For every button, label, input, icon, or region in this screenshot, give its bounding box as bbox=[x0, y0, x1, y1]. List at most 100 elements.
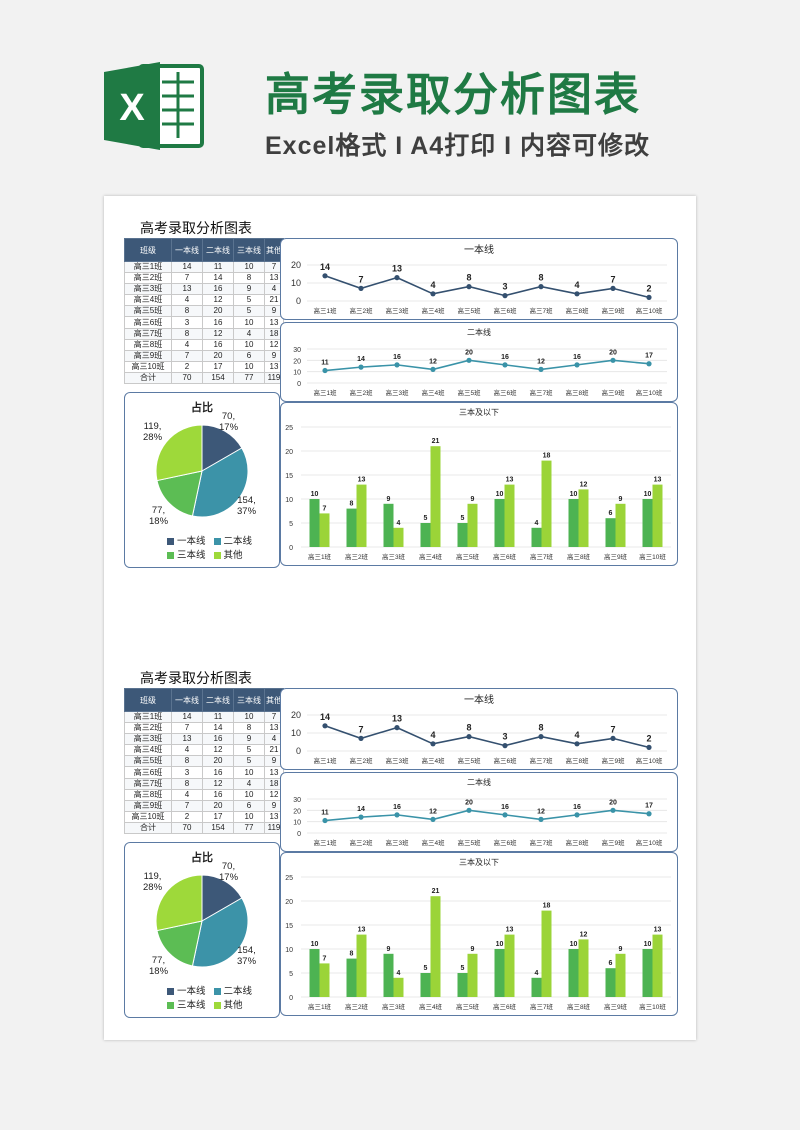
data-label: 3 bbox=[502, 282, 507, 292]
x-tick-label: 高三4班 bbox=[419, 1002, 443, 1011]
table-cell: 11 bbox=[202, 710, 234, 724]
table-cell: 高三1班 bbox=[124, 710, 172, 724]
data-label: 16 bbox=[501, 354, 509, 361]
data-point bbox=[610, 285, 616, 291]
bar bbox=[504, 484, 515, 547]
y-tick-label: 0 bbox=[289, 995, 293, 1002]
x-tick-label: 高三5班 bbox=[457, 388, 481, 397]
line-chart-tier1-panel: 一本线 0 10 20 14 高三1班 7 高三2班 13 高三3班 4 高三4班 8 高三5班 3 高三6班… bbox=[280, 688, 678, 770]
table-cell: 高三4班 bbox=[124, 294, 172, 307]
legend-item-tier1: 一本线 bbox=[167, 983, 206, 997]
x-tick-label: 高三8班 bbox=[567, 1002, 591, 1011]
bar bbox=[578, 489, 589, 547]
bar bbox=[615, 953, 626, 997]
x-tick-label: 高三6班 bbox=[493, 306, 517, 315]
bar-value-label: 9 bbox=[619, 496, 623, 503]
y-tick-label: 10 bbox=[285, 947, 293, 954]
bar-value-label: 21 bbox=[432, 888, 440, 895]
table-row: 高三6班 3 16 10 13 bbox=[124, 766, 284, 779]
data-label: 14 bbox=[320, 262, 330, 272]
data-point bbox=[358, 364, 364, 370]
table-cell: 16 bbox=[202, 316, 234, 329]
bar-value-label: 18 bbox=[543, 453, 551, 460]
x-tick-label: 高三9班 bbox=[601, 838, 625, 847]
table-cell: 11 bbox=[202, 260, 234, 274]
bar-value-label: 8 bbox=[350, 501, 354, 508]
data-point bbox=[574, 812, 580, 818]
line-chart-tier2-panel: 二本线 0 10 20 30 11 高三1班 14 高三2班 16 高三3班 12 高三4班 20 高三5班… bbox=[280, 322, 678, 402]
data-label: 4 bbox=[574, 280, 579, 290]
data-point bbox=[574, 291, 580, 297]
bar-value-label: 4 bbox=[397, 970, 401, 977]
bar bbox=[383, 503, 394, 547]
data-label: 7 bbox=[358, 274, 363, 284]
y-tick-label: 10 bbox=[291, 728, 301, 738]
y-tick-label: 30 bbox=[293, 797, 301, 804]
banner-subtitle: Excel格式 I A4打印 I 内容可修改 bbox=[265, 132, 651, 160]
table-cell: 5 bbox=[233, 294, 265, 307]
table-header-cell: 一本线 bbox=[171, 688, 203, 712]
y-tick-label: 10 bbox=[293, 370, 301, 377]
bar-value-label: 10 bbox=[570, 491, 578, 498]
data-label: 3 bbox=[502, 732, 507, 742]
y-tick-label: 5 bbox=[289, 521, 293, 528]
table-cell: 高三9班 bbox=[124, 349, 172, 362]
bar bbox=[393, 977, 404, 997]
data-point bbox=[394, 362, 400, 368]
x-tick-label: 高三8班 bbox=[565, 306, 589, 315]
bar bbox=[541, 910, 552, 997]
table-cell: 7 bbox=[171, 349, 203, 362]
y-tick-label: 0 bbox=[297, 831, 301, 838]
table-cell: 7 bbox=[171, 272, 203, 285]
bar bbox=[531, 977, 542, 997]
table-cell: 12 bbox=[202, 777, 234, 790]
y-tick-label: 10 bbox=[291, 278, 301, 288]
x-tick-label: 高三2班 bbox=[349, 838, 373, 847]
y-tick-label: 20 bbox=[291, 710, 301, 720]
bar-value-label: 7 bbox=[323, 955, 327, 962]
table-cell: 3 bbox=[171, 766, 203, 779]
table-header-cell: 二本线 bbox=[202, 238, 234, 262]
line-chart-tier2: 二本线 0 10 20 30 11 高三1班 14 高三2班 16 高三3班 12 高三4班 20 高三5班… bbox=[293, 777, 667, 847]
x-tick-label: 高三10班 bbox=[636, 306, 663, 315]
pie-slice bbox=[201, 424, 243, 472]
data-point bbox=[394, 812, 400, 818]
data-label: 20 bbox=[609, 799, 617, 806]
bar bbox=[346, 508, 357, 547]
data-point bbox=[502, 743, 508, 749]
data-point bbox=[574, 741, 580, 747]
pie-slice bbox=[191, 897, 249, 968]
table-cell: 2 bbox=[171, 810, 203, 823]
bar-value-label: 18 bbox=[543, 903, 551, 910]
bar bbox=[309, 499, 320, 547]
line-chart-tier1: 一本线 0 10 20 14 高三1班 7 高三2班 13 高三3班 4 高三4班 8 高三5班 3 高三6班… bbox=[291, 243, 667, 315]
x-tick-label: 高三4班 bbox=[421, 756, 445, 765]
bar-value-label: 13 bbox=[506, 927, 514, 934]
chart-title: 一本线 bbox=[464, 693, 494, 706]
table-body: 高三1班 14 11 10 7 高三2班 7 14 8 13 高三3班 13 16 9 4 高三4班 4 12 5 2… bbox=[124, 260, 284, 385]
data-label: 12 bbox=[537, 358, 545, 365]
table-row: 高三4班 4 12 5 21 bbox=[124, 744, 284, 757]
series-line bbox=[324, 359, 650, 372]
table-cell: 12 bbox=[202, 294, 234, 307]
table-cell: 8 bbox=[171, 305, 203, 318]
x-tick-label: 高三7班 bbox=[529, 306, 553, 315]
bar bbox=[467, 953, 478, 997]
x-tick-label: 高三3班 bbox=[382, 552, 406, 561]
table-cell: 4 bbox=[171, 788, 203, 801]
bar bbox=[309, 949, 320, 997]
x-tick-label: 高三1班 bbox=[308, 552, 332, 561]
x-tick-label: 高三7班 bbox=[529, 838, 553, 847]
table-cell: 8 bbox=[233, 272, 265, 285]
worksheet-block-2: 高考录取分析图表 班级 一本线 二本线 三本线 其他 高三1班 14 11 10 7 高三2班 7 1… bbox=[104, 646, 696, 1026]
table-row: 高三8班 4 16 10 12 bbox=[124, 338, 284, 351]
x-tick-label: 高三2班 bbox=[345, 552, 369, 561]
data-point bbox=[646, 361, 652, 367]
data-point bbox=[646, 744, 652, 750]
bar-value-label: 13 bbox=[506, 477, 514, 484]
table-cell: 高三2班 bbox=[124, 272, 172, 285]
table-cell: 13 bbox=[171, 283, 203, 296]
pie-legend-row2: 三本线 其他 bbox=[167, 547, 251, 561]
y-tick-label: 20 bbox=[291, 260, 301, 270]
table-cell: 4 bbox=[233, 777, 265, 790]
